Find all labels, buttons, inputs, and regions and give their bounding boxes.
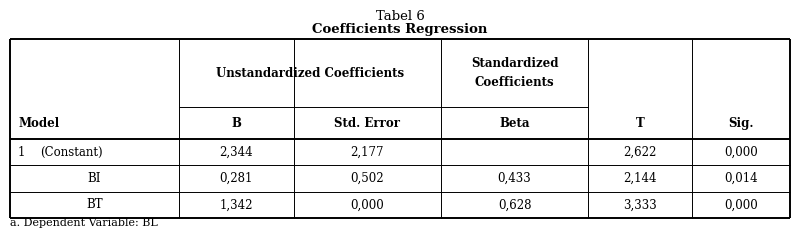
Text: Model: Model — [18, 117, 59, 130]
Text: (Constant): (Constant) — [40, 146, 102, 159]
Text: 0,281: 0,281 — [220, 172, 253, 185]
Text: 0,000: 0,000 — [350, 198, 384, 211]
Text: 0,433: 0,433 — [498, 172, 531, 185]
Text: 0,628: 0,628 — [498, 198, 531, 211]
Text: BT: BT — [86, 198, 103, 211]
Text: Unstandardized Coefficients: Unstandardized Coefficients — [216, 66, 404, 79]
Text: Coefficients: Coefficients — [474, 76, 554, 89]
Text: 1: 1 — [18, 146, 26, 159]
Text: Tabel 6: Tabel 6 — [375, 10, 425, 23]
Text: B: B — [231, 117, 242, 130]
Text: Sig.: Sig. — [728, 117, 754, 130]
Text: 0,000: 0,000 — [724, 146, 758, 159]
Text: Coefficients Regression: Coefficients Regression — [312, 23, 488, 36]
Text: 0,502: 0,502 — [350, 172, 384, 185]
Text: 3,333: 3,333 — [623, 198, 657, 211]
Text: Std. Error: Std. Error — [334, 117, 400, 130]
Text: Standardized: Standardized — [470, 57, 558, 70]
Text: 0,000: 0,000 — [724, 198, 758, 211]
Text: 2,622: 2,622 — [623, 146, 657, 159]
Text: 2,177: 2,177 — [350, 146, 384, 159]
Text: 0,014: 0,014 — [724, 172, 758, 185]
Text: T: T — [636, 117, 644, 130]
Text: BI: BI — [88, 172, 102, 185]
Text: 1,342: 1,342 — [220, 198, 253, 211]
Text: a. Dependent Variable: BL: a. Dependent Variable: BL — [10, 218, 158, 228]
Text: 2,144: 2,144 — [623, 172, 657, 185]
Text: Beta: Beta — [499, 117, 530, 130]
Text: 2,344: 2,344 — [219, 146, 253, 159]
